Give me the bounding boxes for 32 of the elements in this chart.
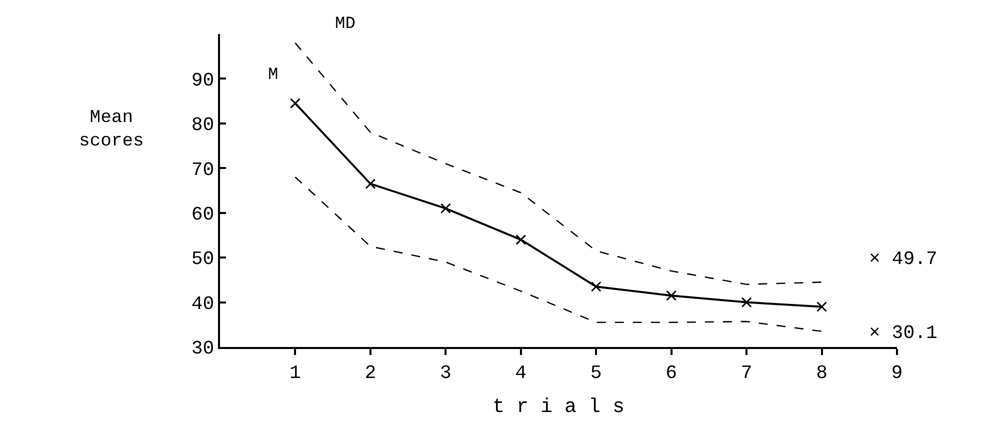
y-tick-label: 40 bbox=[191, 292, 214, 315]
x-tick-label: 2 bbox=[364, 362, 376, 384]
annotation: × 30.1 bbox=[869, 322, 938, 344]
y-tick-label: 50 bbox=[191, 248, 214, 270]
line-series bbox=[294, 42, 822, 286]
point bbox=[741, 297, 752, 308]
point bbox=[590, 281, 602, 292]
x-axis-title: t r i a l s bbox=[492, 396, 625, 419]
point bbox=[290, 98, 300, 109]
x-tick-label: 9 bbox=[891, 362, 903, 384]
x-tick-label: 1 bbox=[290, 362, 301, 384]
line-series bbox=[294, 176, 822, 332]
point bbox=[516, 234, 526, 245]
point bbox=[816, 302, 828, 312]
point bbox=[666, 290, 677, 301]
y-tick-label: 80 bbox=[191, 114, 214, 136]
y-tick-label: 70 bbox=[191, 158, 214, 181]
x-tick-label: 8 bbox=[816, 362, 828, 384]
x-tick-label: 4 bbox=[515, 362, 527, 384]
x-tick-label: 7 bbox=[740, 362, 752, 384]
y-axis-title: Mean scores bbox=[79, 108, 144, 152]
point bbox=[440, 203, 451, 214]
text: MD bbox=[335, 15, 356, 34]
x-tick-label: 5 bbox=[590, 362, 602, 384]
y-tick-label: 90 bbox=[191, 69, 214, 92]
x-tick-label: 6 bbox=[666, 362, 678, 384]
point bbox=[365, 178, 376, 190]
y-tick-label: 60 bbox=[191, 204, 214, 226]
y-tick-label: 30 bbox=[191, 338, 214, 360]
annotation: × 49.7 bbox=[869, 248, 938, 270]
x-tick-label: 3 bbox=[440, 362, 452, 384]
series-label: M bbox=[268, 66, 278, 85]
